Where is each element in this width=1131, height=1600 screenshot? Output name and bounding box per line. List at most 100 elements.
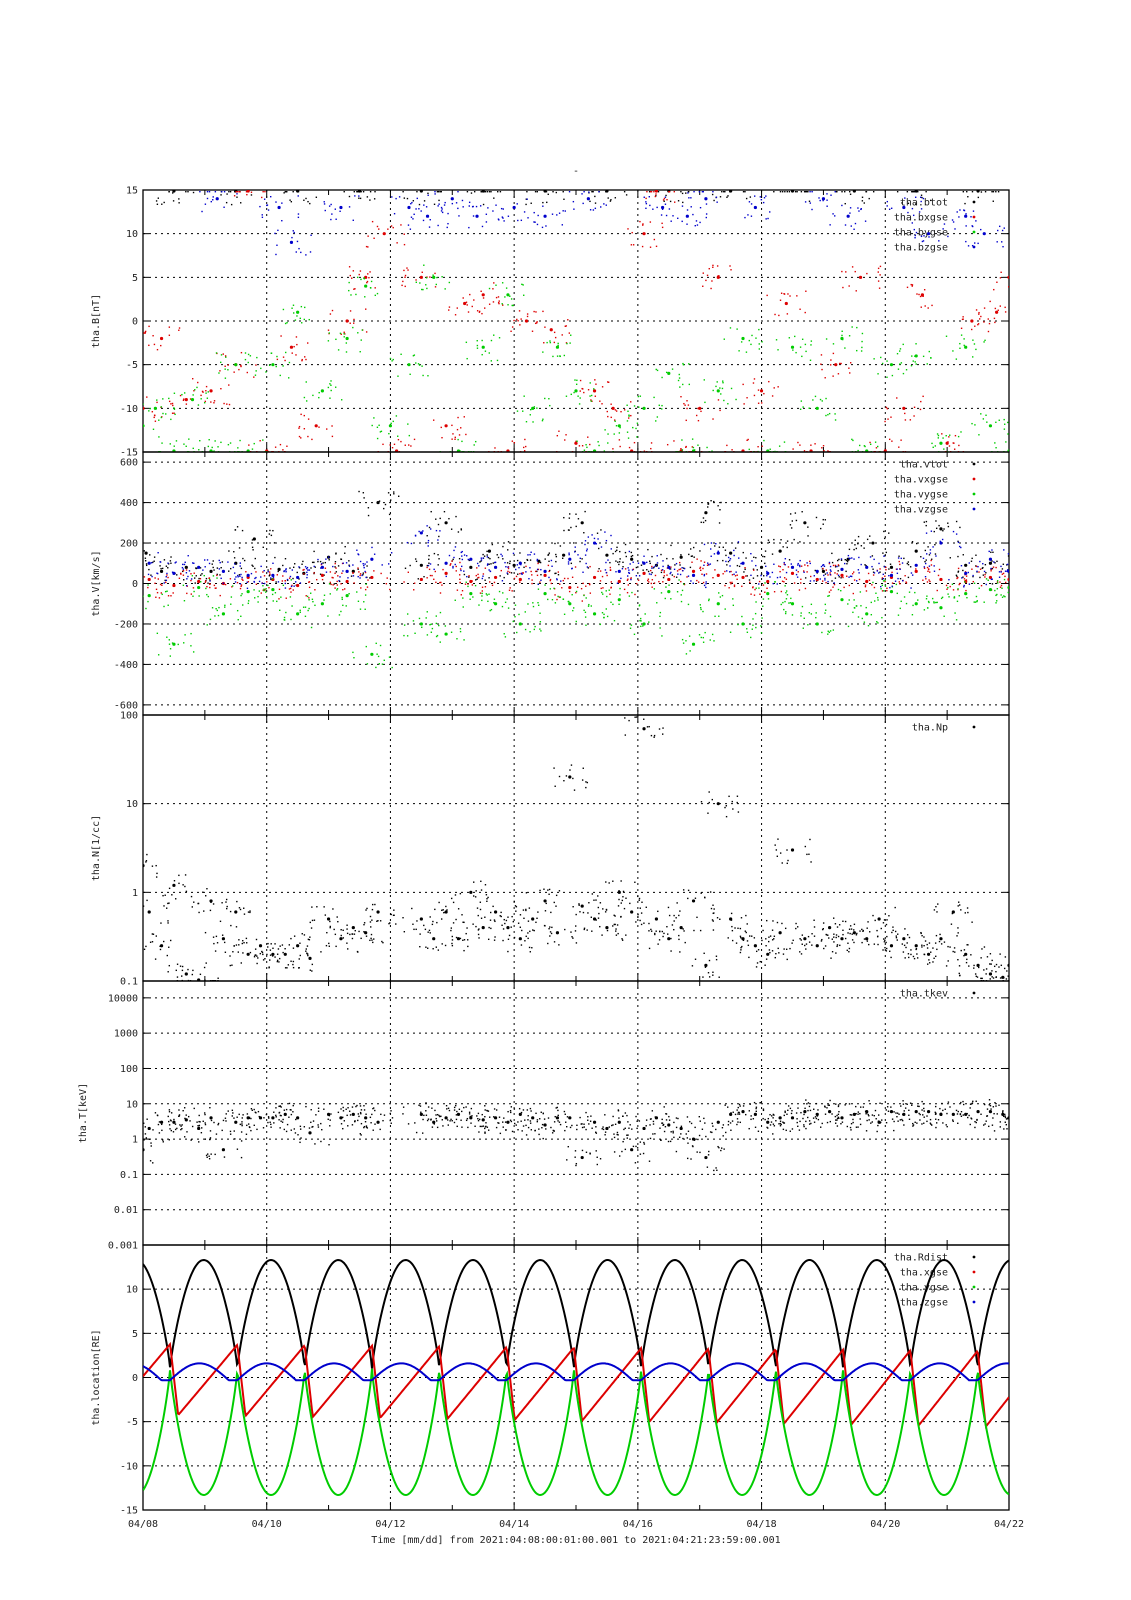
- data-point: [134, 554, 135, 555]
- data-point: [134, 879, 135, 880]
- data-point: [448, 281, 451, 284]
- data-point: [662, 199, 665, 201]
- data-point: [605, 191, 607, 193]
- data-point: [475, 574, 477, 577]
- data-point: [370, 557, 374, 561]
- data-point: [327, 340, 330, 342]
- data-point: [268, 587, 270, 589]
- data-point: [184, 874, 187, 876]
- data-point: [884, 946, 886, 949]
- data-point: [451, 560, 453, 562]
- data-point: [174, 413, 176, 416]
- data-point: [537, 568, 540, 571]
- data-point: [481, 586, 484, 588]
- data-point: [751, 628, 753, 630]
- data-point: [705, 203, 708, 205]
- data-point: [925, 520, 928, 523]
- data-point: [456, 307, 458, 309]
- data-point: [627, 567, 629, 569]
- figure-title: -: [573, 166, 579, 177]
- data-point: [705, 586, 707, 589]
- y-axis-label: tha.N[1/cc]: [91, 815, 102, 881]
- data-point: [170, 418, 172, 421]
- data-point: [257, 957, 259, 959]
- data-point: [807, 535, 809, 537]
- data-point: [630, 577, 632, 579]
- data-point: [863, 547, 865, 549]
- y-tick-label: -5: [126, 360, 138, 371]
- data-point: [935, 520, 937, 522]
- data-point: [239, 191, 241, 193]
- data-point: [404, 276, 406, 278]
- data-point: [714, 545, 716, 547]
- data-point: [567, 577, 569, 580]
- data-point: [472, 923, 474, 925]
- data-point: [310, 927, 313, 929]
- data-point: [922, 197, 925, 200]
- data-point: [578, 403, 581, 405]
- data-point: [718, 522, 721, 524]
- data-point: [186, 578, 188, 580]
- data-point: [599, 902, 602, 904]
- data-point: [540, 568, 542, 571]
- data-point: [691, 899, 696, 903]
- data-point: [222, 353, 224, 355]
- data-point: [995, 191, 997, 193]
- data-point: [803, 450, 806, 452]
- data-point: [971, 225, 973, 227]
- data-point: [210, 901, 212, 904]
- data-point: [199, 973, 202, 976]
- data-point: [661, 930, 664, 933]
- legend-marker: [972, 492, 976, 496]
- data-point: [978, 318, 981, 320]
- data-point: [584, 616, 587, 618]
- data-point: [409, 373, 411, 376]
- data-point: [149, 941, 152, 943]
- data-point: [711, 798, 713, 801]
- data-point: [407, 363, 411, 367]
- data-point: [614, 923, 616, 926]
- data-point: [879, 274, 881, 276]
- data-point: [748, 201, 751, 203]
- data-point: [618, 439, 621, 441]
- data-point: [825, 609, 827, 611]
- data-point: [680, 600, 683, 603]
- data-point: [138, 418, 139, 419]
- data-point: [1015, 279, 1016, 280]
- data-point: [428, 226, 431, 228]
- data-point: [444, 288, 446, 290]
- data-point: [744, 216, 746, 219]
- data-point: [725, 554, 727, 557]
- data-point: [512, 920, 515, 923]
- data-point: [832, 917, 835, 919]
- data-point: [726, 564, 728, 566]
- data-point: [204, 566, 206, 568]
- data-point: [525, 908, 527, 911]
- data-point: [766, 571, 770, 575]
- data-point: [731, 574, 734, 576]
- data-point: [143, 905, 145, 907]
- data-point: [784, 585, 786, 587]
- data-point: [347, 577, 349, 579]
- data-point: [473, 191, 476, 193]
- data-point: [495, 284, 497, 286]
- data-point: [462, 297, 464, 299]
- data-point: [304, 615, 307, 618]
- data-point: [580, 587, 583, 590]
- data-point: [306, 576, 308, 579]
- data-point: [871, 584, 873, 586]
- data-point: [308, 607, 310, 610]
- data-point: [526, 558, 528, 561]
- data-point: [525, 571, 527, 573]
- data-point: [813, 926, 816, 928]
- data-point: [680, 448, 682, 450]
- data-point: [143, 406, 145, 410]
- data-point: [723, 399, 725, 402]
- data-point: [283, 952, 287, 956]
- data-point: [151, 411, 154, 413]
- data-point: [716, 602, 720, 606]
- data-point: [980, 584, 983, 587]
- data-point: [432, 274, 434, 276]
- data-point: [741, 622, 745, 626]
- data-point: [975, 565, 977, 567]
